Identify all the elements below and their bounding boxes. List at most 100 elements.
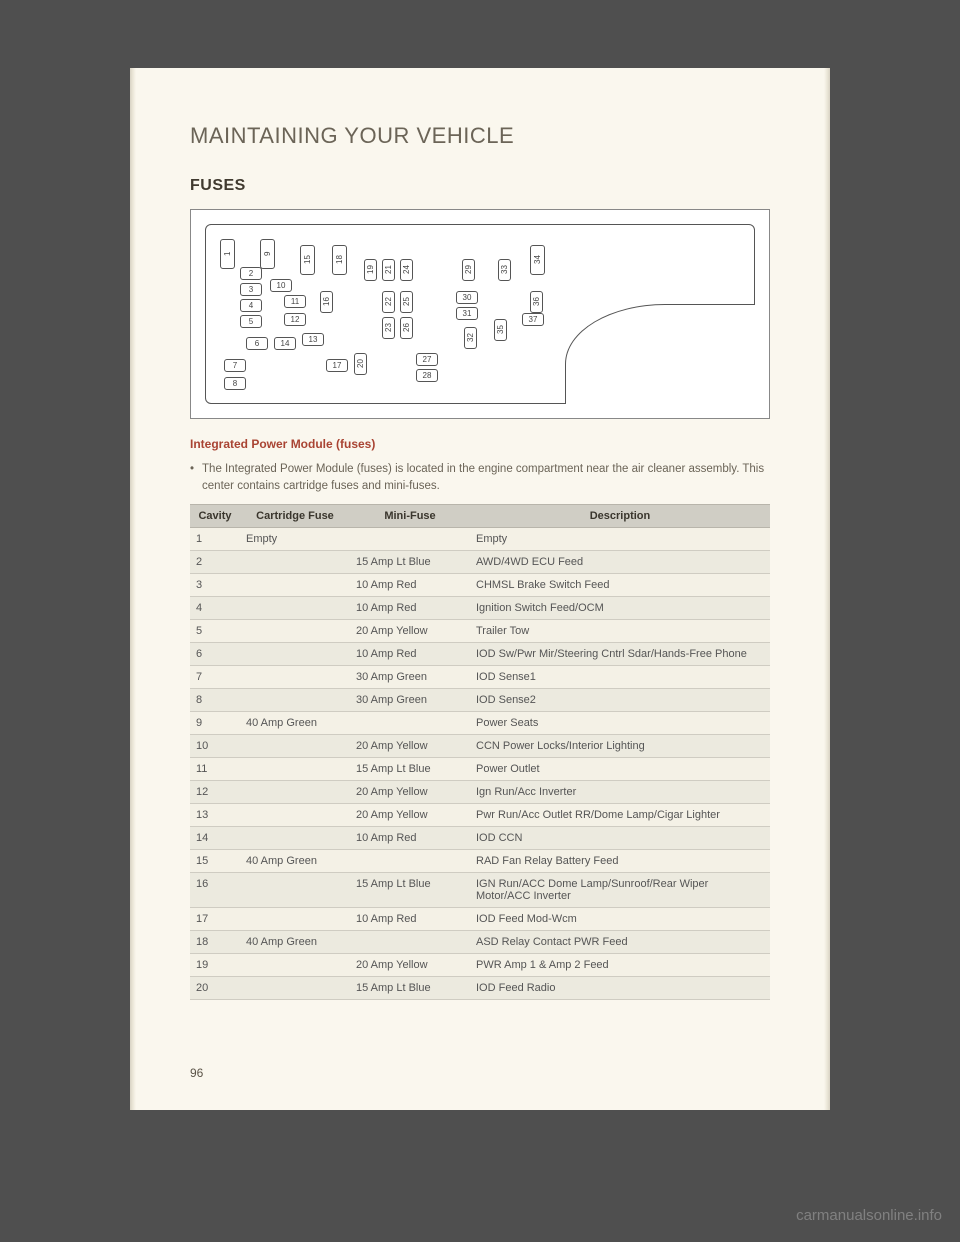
table-cell: 8: [190, 688, 240, 711]
fuse-slot: 30: [456, 291, 478, 304]
table-cell: 14: [190, 826, 240, 849]
table-row: 940 Amp GreenPower Seats: [190, 711, 770, 734]
table-cell: [240, 734, 350, 757]
fuse-slot: 5: [240, 315, 262, 328]
table-cell: 19: [190, 953, 240, 976]
fuse-slot: 7: [224, 359, 246, 372]
table-cell: Pwr Run/Acc Outlet RR/Dome Lamp/Cigar Li…: [470, 803, 770, 826]
fuse-slot: 31: [456, 307, 478, 320]
table-cell: [350, 711, 470, 734]
table-cell: 40 Amp Green: [240, 849, 350, 872]
table-cell: 30 Amp Green: [350, 688, 470, 711]
table-cell: IOD Sense2: [470, 688, 770, 711]
table-cell: 11: [190, 757, 240, 780]
fuse-slot: 32: [464, 327, 477, 349]
table-cell: ASD Relay Contact PWR Feed: [470, 930, 770, 953]
table-cell: 15 Amp Lt Blue: [350, 550, 470, 573]
table-cell: IOD Feed Radio: [470, 976, 770, 999]
table-cell: 6: [190, 642, 240, 665]
table-cell: IOD Sense1: [470, 665, 770, 688]
table-row: 4 10 Amp RedIgnition Switch Feed/OCM: [190, 596, 770, 619]
table-row: 14 10 Amp RedIOD CCN: [190, 826, 770, 849]
table-cell: 4: [190, 596, 240, 619]
fuse-slot: 1: [220, 239, 235, 269]
col-cavity: Cavity: [190, 504, 240, 527]
table-cell: IGN Run/ACC Dome Lamp/Sunroof/Rear Wiper…: [470, 872, 770, 907]
fuse-slot: 24: [400, 259, 413, 281]
table-cell: 10 Amp Red: [350, 573, 470, 596]
fuse-slot: 37: [522, 313, 544, 326]
table-cell: [240, 573, 350, 596]
table-cell: 15 Amp Lt Blue: [350, 757, 470, 780]
fuse-slot: 22: [382, 291, 395, 313]
table-cell: 10 Amp Red: [350, 826, 470, 849]
table-row: 11 15 Amp Lt BluePower Outlet: [190, 757, 770, 780]
chapter-title: MAINTAINING YOUR VEHICLE: [190, 123, 770, 149]
table-cell: 13: [190, 803, 240, 826]
table-cell: 18: [190, 930, 240, 953]
table-row: 1EmptyEmpty: [190, 527, 770, 550]
table-cell: IOD Sw/Pwr Mir/Steering Cntrl Sdar/Hands…: [470, 642, 770, 665]
bullet-text: The Integrated Power Module (fuses) is l…: [202, 461, 770, 496]
table-cell: 15 Amp Lt Blue: [350, 976, 470, 999]
table-cell: 10 Amp Red: [350, 907, 470, 930]
table-cell: 2: [190, 550, 240, 573]
fuse-slot: 16: [320, 291, 333, 313]
table-cell: [240, 688, 350, 711]
table-cell: Power Outlet: [470, 757, 770, 780]
table-row: 520 Amp YellowTrailer Tow: [190, 619, 770, 642]
fuse-slot: 23: [382, 317, 395, 339]
fuse-diagram: 1915181921242933342103111622253036412232…: [190, 209, 770, 419]
table-row: 215 Amp Lt BlueAWD/4WD ECU Feed: [190, 550, 770, 573]
fuse-box-cutout: [565, 304, 755, 404]
table-cell: 20 Amp Yellow: [350, 619, 470, 642]
table-cell: [350, 930, 470, 953]
table-row: 1540 Amp GreenRAD Fan Relay Battery Feed: [190, 849, 770, 872]
fuse-slot: 3: [240, 283, 262, 296]
table-cell: 15 Amp Lt Blue: [350, 872, 470, 907]
table-cell: [240, 619, 350, 642]
table-row: 8 30 Amp GreenIOD Sense2: [190, 688, 770, 711]
table-row: 610 Amp RedIOD Sw/Pwr Mir/Steering Cntrl…: [190, 642, 770, 665]
fuse-slot: 6: [246, 337, 268, 350]
table-cell: [240, 953, 350, 976]
table-cell: 12: [190, 780, 240, 803]
table-cell: IOD Feed Mod-Wcm: [470, 907, 770, 930]
table-cell: Ign Run/Acc Inverter: [470, 780, 770, 803]
subsection-title: Integrated Power Module (fuses): [190, 437, 770, 451]
table-header-row: Cavity Cartridge Fuse Mini-Fuse Descript…: [190, 504, 770, 527]
table-cell: 1: [190, 527, 240, 550]
table-cell: 20 Amp Yellow: [350, 734, 470, 757]
fuse-slot: 10: [270, 279, 292, 292]
table-cell: [240, 976, 350, 999]
table-row: 1320 Amp YellowPwr Run/Acc Outlet RR/Dom…: [190, 803, 770, 826]
table-cell: 10 Amp Red: [350, 596, 470, 619]
table-cell: 20: [190, 976, 240, 999]
watermark: carmanualsonline.info: [796, 1207, 942, 1224]
section-title: FUSES: [190, 177, 770, 195]
table-cell: PWR Amp 1 & Amp 2 Feed: [470, 953, 770, 976]
table-cell: 7: [190, 665, 240, 688]
fuse-slot: 33: [498, 259, 511, 281]
fuse-slot: 14: [274, 337, 296, 350]
bullet-dot-icon: •: [190, 461, 194, 496]
table-row: 1020 Amp YellowCCN Power Locks/Interior …: [190, 734, 770, 757]
fuse-slot: 34: [530, 245, 545, 275]
table-cell: CHMSL Brake Switch Feed: [470, 573, 770, 596]
table-cell: IOD CCN: [470, 826, 770, 849]
table-row: 1615 Amp Lt BlueIGN Run/ACC Dome Lamp/Su…: [190, 872, 770, 907]
table-cell: 20 Amp Yellow: [350, 953, 470, 976]
table-cell: Ignition Switch Feed/OCM: [470, 596, 770, 619]
table-cell: [240, 872, 350, 907]
fuse-slot: 20: [354, 353, 367, 375]
table-cell: [240, 780, 350, 803]
table-cell: 9: [190, 711, 240, 734]
table-cell: 5: [190, 619, 240, 642]
fuse-slot: 21: [382, 259, 395, 281]
fuse-box-outline: 1915181921242933342103111622253036412232…: [205, 224, 755, 404]
manual-page: MAINTAINING YOUR VEHICLE FUSES 191518192…: [130, 68, 830, 1110]
fuse-slot: 29: [462, 259, 475, 281]
table-row: 7 30 Amp GreenIOD Sense1: [190, 665, 770, 688]
table-cell: [240, 665, 350, 688]
table-cell: 30 Amp Green: [350, 665, 470, 688]
